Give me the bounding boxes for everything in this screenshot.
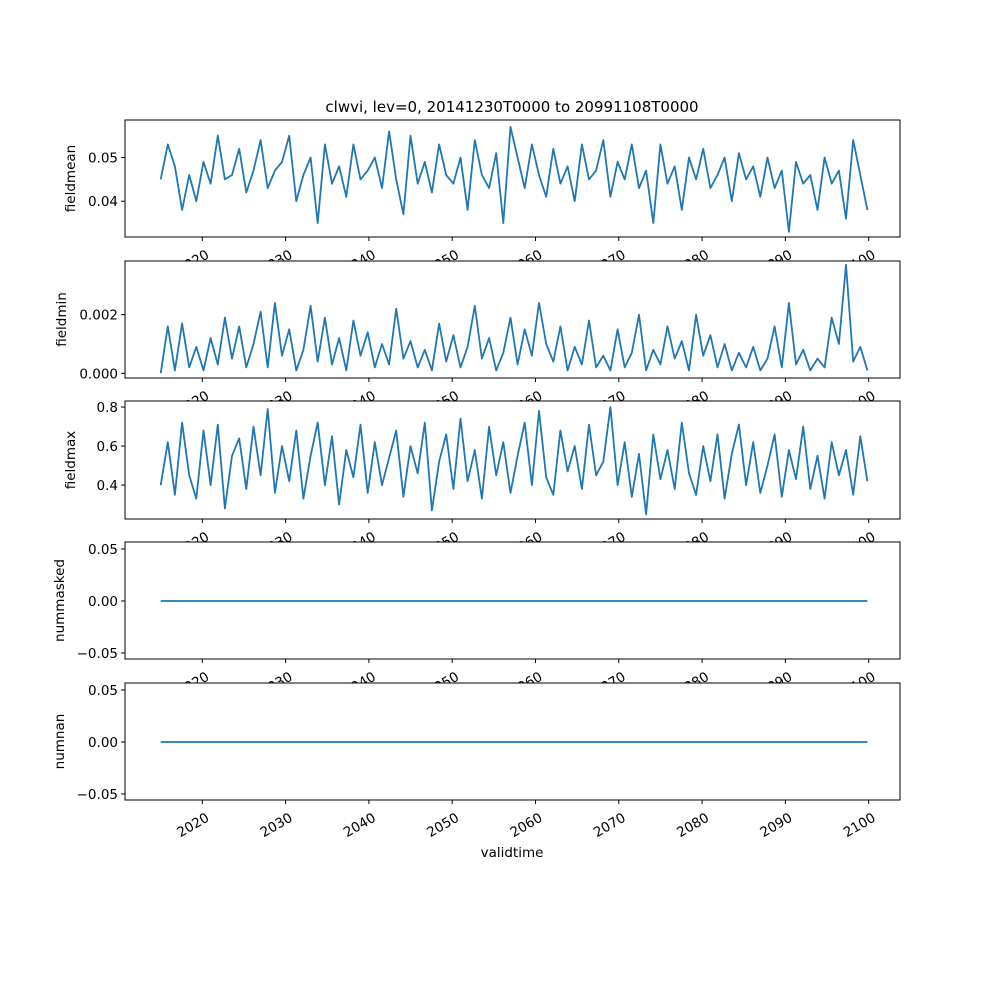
- x-tick-label: 2030: [258, 810, 296, 841]
- y-tick-label: −0.05: [77, 646, 118, 662]
- axes-background: [125, 401, 900, 519]
- axes-frame: [124, 400, 901, 520]
- axes-background: [125, 261, 900, 378]
- y-tick-label: 0.6: [97, 439, 118, 455]
- series-line-fieldmin: [159, 263, 869, 374]
- panel-fieldmin: 0.0000.002fieldmin2020203020402050206020…: [54, 260, 901, 419]
- y-tick-label: 0.00: [88, 735, 118, 751]
- x-tick-label: 2050: [424, 810, 462, 841]
- y-tick-label: 0.002: [79, 308, 118, 324]
- x-tick-label: 2090: [757, 810, 795, 841]
- y-tick-label: 0.4: [97, 478, 118, 494]
- x-tick-label: 2100: [841, 810, 879, 841]
- series-line-fieldmean: [159, 126, 869, 233]
- x-tick-label: 2020: [174, 810, 212, 841]
- x-tick-label: 2060: [508, 810, 546, 841]
- x-axis-label: validtime: [481, 845, 544, 861]
- y-tick-label: 0.05: [88, 683, 118, 699]
- series-line-fieldmax: [159, 406, 869, 516]
- axes-frame: [124, 119, 901, 238]
- y-axis-label: fieldmean: [63, 145, 79, 212]
- chart-title: clwvi, lev=0, 20141230T0000 to 20991108T…: [325, 98, 698, 116]
- x-tick-label: 2040: [341, 810, 379, 841]
- axes-frame: [124, 260, 901, 379]
- y-axis-label: fieldmax: [63, 431, 79, 490]
- x-tick-label: 2070: [591, 810, 629, 841]
- y-axis-label: nummasked: [52, 559, 68, 642]
- panel-fieldmean: 0.040.05fieldmean20202030204020502060207…: [63, 119, 901, 278]
- y-axis-label: numnan: [52, 714, 68, 770]
- y-tick-label: 0.8: [97, 400, 118, 416]
- y-tick-label: 0.04: [88, 194, 118, 210]
- y-tick-label: 0.000: [79, 366, 118, 382]
- y-tick-label: 0.05: [88, 542, 118, 558]
- y-tick-label: −0.05: [77, 787, 118, 803]
- y-tick-label: 0.00: [88, 594, 118, 610]
- panel-nummasked: −0.050.000.05nummasked202020302040205020…: [52, 541, 901, 700]
- x-tick-label: 2080: [674, 810, 712, 841]
- y-tick-label: 0.05: [88, 151, 118, 167]
- y-axis-label: fieldmin: [54, 292, 70, 347]
- panel-numnan: −0.05 0.00 0.05 numnan 2020 2030 2040 2050 2060 2…: [52, 682, 901, 841]
- panel-fieldmax: 0.40.60.8fieldmax20202030204020502060207…: [63, 400, 901, 560]
